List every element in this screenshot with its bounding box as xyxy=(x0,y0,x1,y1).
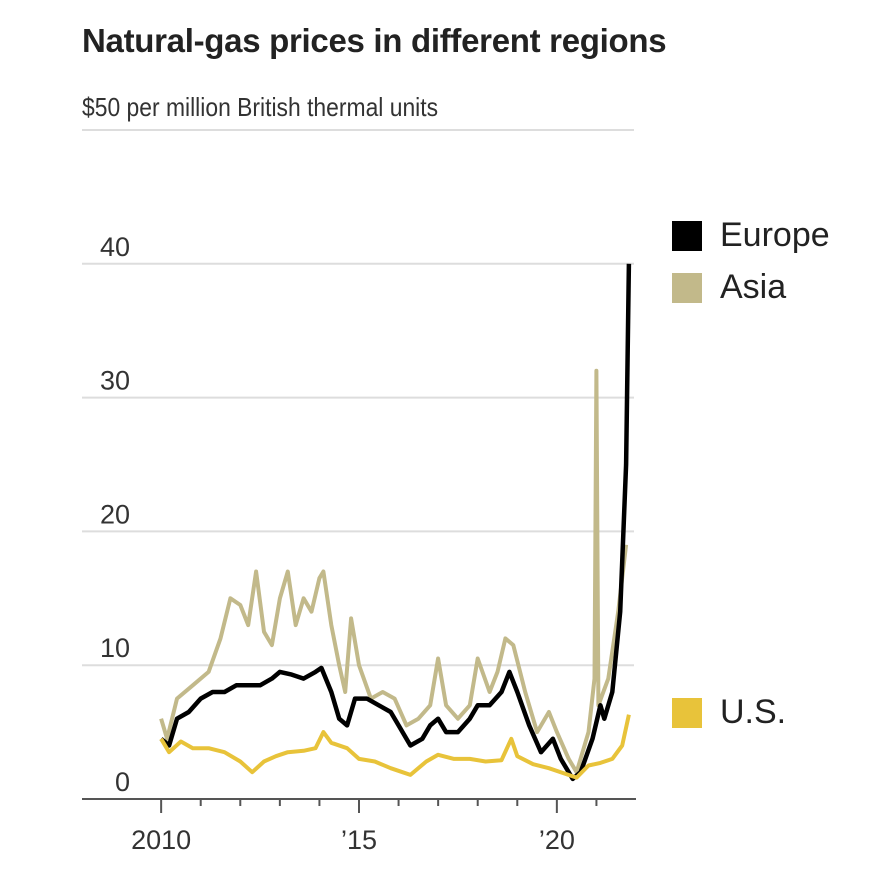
y-tick-label: 10 xyxy=(100,633,130,663)
legend-swatch-europe xyxy=(672,220,702,251)
legend-label-us: U.S. xyxy=(720,693,787,731)
legend-europe: Europe xyxy=(672,216,830,255)
chart-title: Natural-gas prices in different regions xyxy=(82,22,667,59)
x-tick-label: ’15 xyxy=(341,825,377,855)
series-line-europe xyxy=(159,263,632,782)
legend-label-asia: Asia xyxy=(720,268,787,306)
legend-swatch-asia xyxy=(672,272,702,303)
series-line-us xyxy=(159,714,631,780)
y-tick-label: 40 xyxy=(100,232,130,262)
y-tick-label: 0 xyxy=(115,767,130,797)
legend-asia: Asia xyxy=(672,268,786,307)
x-tick-label: 2010 xyxy=(131,825,191,855)
y-tick-label: 20 xyxy=(100,499,130,529)
legend-label-europe: Europe xyxy=(720,216,830,254)
y-axis-label: $50 per million British thermal units xyxy=(82,92,439,122)
y-tick-label: 30 xyxy=(100,366,130,396)
series-line-asia xyxy=(159,368,629,775)
legend-swatch-us xyxy=(672,697,702,728)
legend-us: U.S. xyxy=(672,693,786,732)
x-tick-label: ’20 xyxy=(539,825,575,855)
